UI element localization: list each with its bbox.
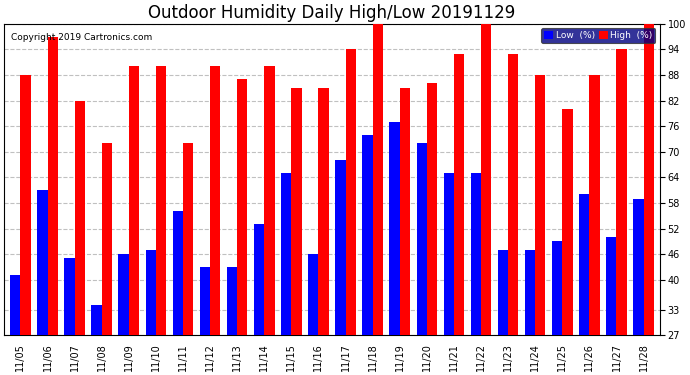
Bar [10, 276, 21, 335]
Bar [373, 24, 383, 335]
Bar [508, 54, 518, 335]
Bar [254, 224, 264, 335]
Bar [335, 160, 346, 335]
Bar [319, 88, 328, 335]
Bar [281, 173, 291, 335]
Bar [497, 250, 508, 335]
Bar [119, 254, 129, 335]
Bar [346, 50, 356, 335]
Bar [633, 199, 644, 335]
Bar [579, 194, 589, 335]
Bar [227, 267, 237, 335]
Bar [535, 75, 546, 335]
Bar [481, 24, 491, 335]
Legend: Low  (%), High  (%): Low (%), High (%) [542, 28, 655, 43]
Title: Outdoor Humidity Daily High/Low 20191129: Outdoor Humidity Daily High/Low 20191129 [148, 4, 515, 22]
Bar [21, 75, 31, 335]
Bar [525, 250, 535, 335]
Bar [64, 258, 75, 335]
Bar [37, 190, 48, 335]
Bar [400, 88, 410, 335]
Bar [172, 211, 183, 335]
Bar [562, 109, 573, 335]
Bar [616, 50, 627, 335]
Bar [210, 66, 220, 335]
Bar [644, 24, 654, 335]
Bar [75, 100, 85, 335]
Bar [308, 254, 319, 335]
Bar [362, 135, 373, 335]
Bar [183, 143, 193, 335]
Bar [454, 54, 464, 335]
Bar [389, 122, 400, 335]
Bar [291, 88, 302, 335]
Bar [417, 143, 427, 335]
Bar [48, 36, 58, 335]
Bar [552, 242, 562, 335]
Bar [91, 305, 101, 335]
Bar [101, 143, 112, 335]
Bar [444, 173, 454, 335]
Bar [200, 267, 210, 335]
Bar [427, 84, 437, 335]
Text: Copyright 2019 Cartronics.com: Copyright 2019 Cartronics.com [11, 33, 152, 42]
Bar [146, 250, 156, 335]
Bar [589, 75, 600, 335]
Bar [607, 237, 616, 335]
Bar [129, 66, 139, 335]
Bar [264, 66, 275, 335]
Bar [156, 66, 166, 335]
Bar [237, 79, 248, 335]
Bar [471, 173, 481, 335]
